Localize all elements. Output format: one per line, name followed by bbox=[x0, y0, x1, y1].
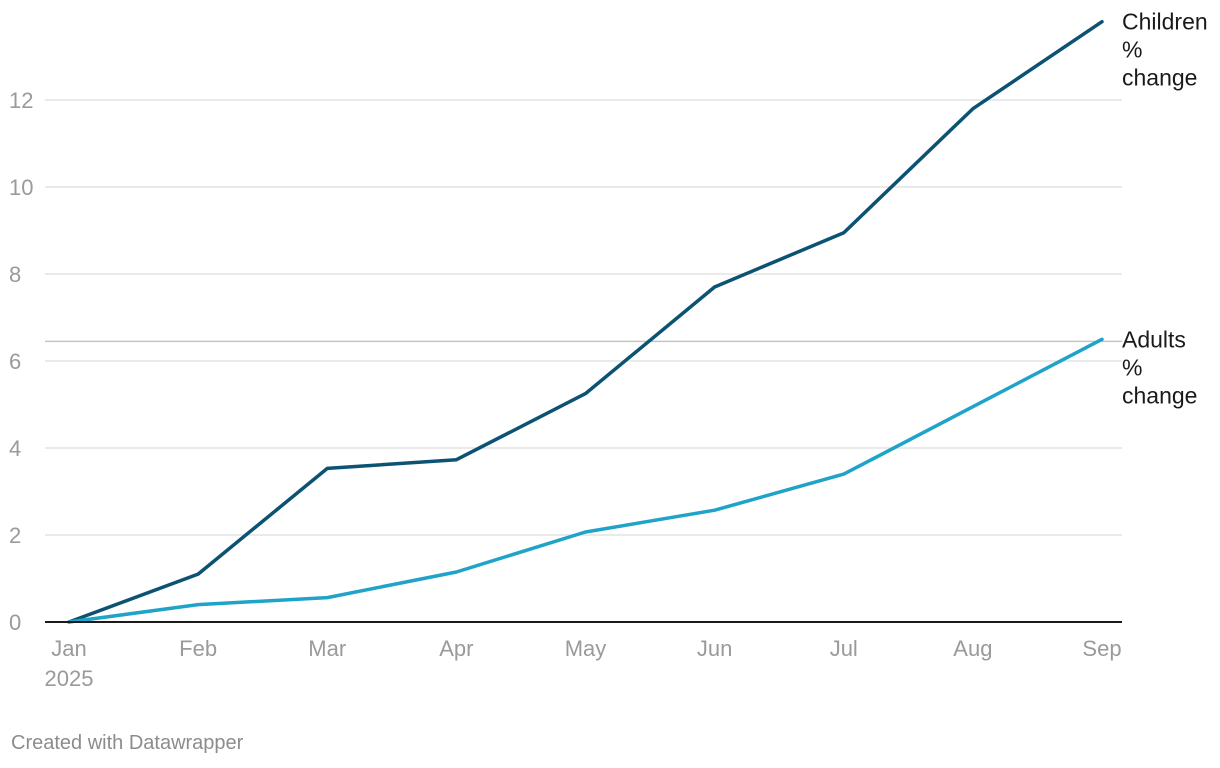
series-line-children bbox=[67, 19, 1104, 624]
series-label-line: change bbox=[1122, 65, 1197, 91]
y-tick-label-10: 10 bbox=[9, 175, 33, 200]
x-tick-label-line: Jul bbox=[830, 636, 858, 661]
line-chart: 0 2 4 6 8 10 12 Jan 2025 Feb Mar Apr May Jun Jul Aug Se… bbox=[9, 9, 1208, 691]
x-tick-label-line: Sep bbox=[1082, 636, 1121, 661]
x-tick-label-mar: Mar bbox=[308, 636, 346, 661]
x-tick-label-line: May bbox=[565, 636, 607, 661]
series-label-line: % bbox=[1122, 354, 1142, 380]
y-tick-label-8: 8 bbox=[9, 262, 21, 287]
series-lines bbox=[67, 19, 1104, 624]
y-tick-label-6: 6 bbox=[9, 349, 21, 374]
series-label-line: % bbox=[1122, 37, 1142, 63]
y-tick-label-2: 2 bbox=[9, 523, 21, 548]
x-tick-label-line: Jun bbox=[697, 636, 732, 661]
series-label-children: Children% change bbox=[1122, 9, 1208, 91]
series-label-line: Adults bbox=[1122, 326, 1186, 352]
x-tick-label-sep: Sep bbox=[1082, 636, 1121, 661]
y-tick-label-0: 0 bbox=[9, 610, 21, 635]
y-axis-ticks: 0 2 4 6 8 10 12 bbox=[9, 88, 33, 635]
gridlines bbox=[45, 99, 1122, 536]
y-tick-label-12: 12 bbox=[9, 88, 33, 113]
x-axis-ticks: Jan 2025 Feb Mar Apr May Jun Jul Aug Sep bbox=[45, 636, 1122, 691]
x-tick-label-line: Aug bbox=[953, 636, 992, 661]
series-label-line: Children bbox=[1122, 9, 1208, 35]
x-tick-label-line: Apr bbox=[439, 636, 473, 661]
x-tick-label-may: May bbox=[565, 636, 607, 661]
series-line-adults bbox=[67, 337, 1104, 624]
x-tick-label-line: Mar bbox=[308, 636, 346, 661]
x-tick-label-line: 2025 bbox=[45, 666, 94, 691]
x-tick-label-line: Feb bbox=[179, 636, 217, 661]
y-tick-label-4: 4 bbox=[9, 436, 21, 461]
x-tick-label-line: Jan bbox=[51, 636, 86, 661]
footer-credit: Created with Datawrapper bbox=[11, 732, 244, 754]
series-label-adults: Adults% change bbox=[1122, 326, 1197, 408]
x-tick-label-aug: Aug bbox=[953, 636, 992, 661]
x-tick-label-apr: Apr bbox=[439, 636, 473, 661]
x-tick-label-jun: Jun bbox=[697, 636, 732, 661]
series-label-line: change bbox=[1122, 382, 1197, 408]
x-tick-label-jul: Jul bbox=[830, 636, 858, 661]
x-tick-label-feb: Feb bbox=[179, 636, 217, 661]
x-tick-label-jan: Jan 2025 bbox=[45, 636, 94, 691]
